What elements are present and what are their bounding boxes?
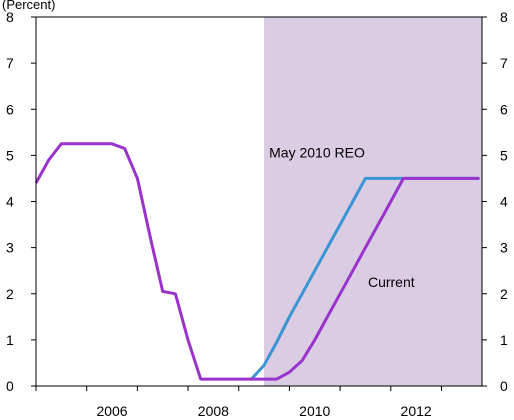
left-y-tick-label: 2 — [6, 286, 14, 302]
right-y-tick-label: 1 — [500, 332, 508, 348]
left-y-tick-label: 3 — [6, 240, 14, 256]
right-y-tick-label: 3 — [500, 240, 508, 256]
series-line-current — [34, 142, 480, 381]
x-tick-label: 2010 — [299, 403, 330, 419]
x-axis-ticks: 2006 2008 2010 2012 — [35, 386, 442, 419]
left-y-tick-label: 8 — [6, 9, 14, 25]
shaded-projection-region — [264, 17, 482, 386]
annotations: (Percent) May 2010 REO Current — [2, 0, 415, 290]
right-y-tick-label: 2 — [500, 286, 508, 302]
plot-frame — [35, 16, 483, 387]
left-y-tick-label: 6 — [6, 101, 14, 117]
right-y-axis-ticks: 0 1 2 3 4 5 6 7 8 — [482, 9, 508, 394]
right-y-tick-label: 4 — [500, 194, 508, 210]
series-label-current: Current — [368, 274, 415, 290]
unit-label: (Percent) — [2, 0, 55, 12]
series-label-may-2010-reo: May 2010 REO — [269, 145, 365, 161]
right-y-tick-label: 6 — [500, 101, 508, 117]
x-tick-label: 2012 — [401, 403, 432, 419]
left-y-tick-label: 5 — [6, 147, 14, 163]
left-y-tick-label: 4 — [6, 194, 14, 210]
right-y-tick-label: 5 — [500, 147, 508, 163]
left-y-tick-label: 0 — [6, 378, 14, 394]
left-y-axis-ticks: 0 1 2 3 4 5 6 7 8 — [6, 9, 36, 394]
right-y-tick-label: 7 — [500, 55, 508, 71]
x-tick-label: 2008 — [198, 403, 229, 419]
series-lines — [34, 142, 480, 381]
left-y-tick-label: 1 — [6, 332, 14, 348]
right-y-tick-label: 8 — [500, 9, 508, 25]
right-y-tick-label: 0 — [500, 378, 508, 394]
left-y-tick-label: 7 — [6, 55, 14, 71]
x-tick-label: 2006 — [96, 403, 127, 419]
